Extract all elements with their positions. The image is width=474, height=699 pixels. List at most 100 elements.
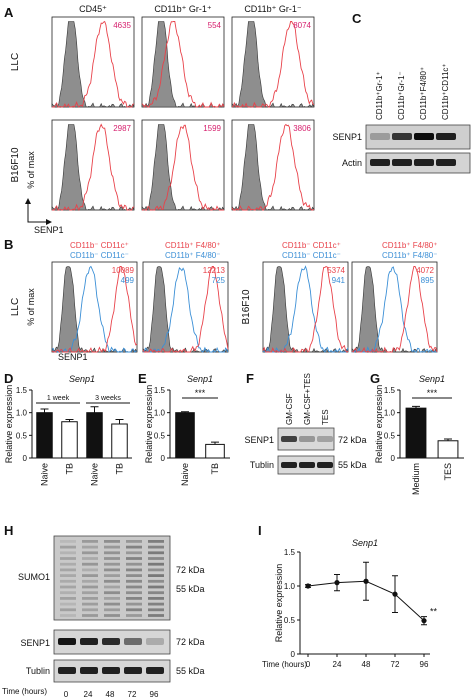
tublin-band xyxy=(124,667,142,674)
y-tick-label: 0.5 xyxy=(154,431,166,440)
senp1-blot xyxy=(277,427,335,451)
y-tick-label: 1.5 xyxy=(284,548,296,557)
y-tick-label: 0.5 xyxy=(384,431,396,440)
bar xyxy=(205,443,225,459)
sumo1-smear xyxy=(126,551,142,555)
sumo1-smear xyxy=(82,579,98,583)
panel-letter-c: C xyxy=(352,11,362,26)
significance-mark: ** xyxy=(430,607,438,617)
panel-b-legend-blue: CD11b⁺ F4/80⁻ xyxy=(382,251,437,260)
size-marker: 72 kDa xyxy=(338,435,367,445)
senp1-band xyxy=(58,638,76,645)
panel-b-row-label-right: B16F10 xyxy=(241,289,252,324)
senp1-band xyxy=(146,638,164,645)
time-point-label: 0 xyxy=(64,690,69,699)
sumo1-smear xyxy=(104,540,120,543)
sumo1-smear xyxy=(148,608,164,612)
isotype-histogram xyxy=(231,21,315,108)
x-tick-label: 72 xyxy=(391,660,400,669)
senp1-band xyxy=(102,638,120,645)
senp1-band xyxy=(436,133,456,140)
sumo1-smear xyxy=(82,608,98,612)
panel-f-lane-label: GM-CSF xyxy=(285,393,294,425)
panel-b-row-label-left: LLC xyxy=(10,298,21,316)
panel-e-ylabel: Relative expression xyxy=(144,385,154,464)
panel-letter-h: H xyxy=(4,523,14,538)
sumo1-smear xyxy=(104,579,120,583)
panel-b-legend-red: CD11b⁺ F4/80⁺ xyxy=(382,241,437,250)
panel-c-lane-label: CD11b⁺Gr-1⁺ xyxy=(375,71,384,120)
sumo1-smear xyxy=(60,551,76,555)
mfi-value-red: 12213 xyxy=(203,266,226,275)
senp1-band xyxy=(124,638,142,645)
panel-a-column-header: CD11b⁺ Gr-1⁺ xyxy=(154,4,212,14)
mfi-value-red: 4072 xyxy=(416,266,434,275)
actin-band xyxy=(370,159,390,166)
sumo1-smear xyxy=(148,574,164,577)
senp1-blot-label: SENP1 xyxy=(244,435,274,445)
senp1-band xyxy=(80,638,98,645)
sumo1-smear xyxy=(82,597,98,600)
sumo1-blot xyxy=(53,535,171,621)
panel-g-title: Senp1 xyxy=(419,374,445,384)
sumo1-smear xyxy=(126,614,142,617)
bar xyxy=(61,421,78,459)
sumo1-smear xyxy=(104,602,120,606)
bar xyxy=(111,423,128,459)
sumo1-smear xyxy=(126,579,142,583)
data-point xyxy=(334,580,340,586)
senp1-histogram xyxy=(142,124,224,211)
panel-c-lane-label: CD11b⁺CD11c⁺ xyxy=(441,63,450,120)
panel-b-legend-blue: CD11b⁺ F4/80⁻ xyxy=(165,251,220,260)
positive-subset-histogram xyxy=(351,266,438,353)
sumo1-smear xyxy=(82,591,98,595)
sumo1-smear xyxy=(82,557,98,560)
actin-blot-label: Actin xyxy=(342,158,362,168)
panel-b-legend-blue: CD11b⁻ CD11c⁻ xyxy=(70,251,129,260)
negative-subset-histogram xyxy=(262,265,349,353)
senp1-band xyxy=(370,133,390,140)
x-tick-label: 48 xyxy=(362,660,371,669)
mfi-value-blue: 941 xyxy=(332,276,346,285)
sumo1-smear xyxy=(148,545,164,549)
mfi-value-blue: 499 xyxy=(121,276,135,285)
error-bar xyxy=(40,408,49,413)
senp1-band xyxy=(299,436,315,442)
senp1-band xyxy=(392,133,412,140)
sumo1-smear xyxy=(148,568,164,572)
actin-band xyxy=(436,159,456,166)
y-tick-label: 1.5 xyxy=(384,386,396,395)
senp1-band xyxy=(317,436,333,442)
sumo1-smear xyxy=(104,574,120,577)
bar-category-label: TES xyxy=(443,463,453,481)
mfi-value: 4635 xyxy=(113,21,131,30)
sumo1-smear xyxy=(148,551,164,555)
panel-a-xlabel: SENP1 xyxy=(34,225,64,235)
data-point xyxy=(392,591,398,597)
significance-mark: *** xyxy=(195,388,206,398)
isotype-histogram xyxy=(51,21,135,108)
size-marker: 55 kDa xyxy=(338,460,367,470)
time-label: Time (hours) xyxy=(2,687,47,696)
mfi-value-red: 5374 xyxy=(327,266,345,275)
y-tick-label: 1.0 xyxy=(154,409,166,418)
bar xyxy=(405,407,427,459)
tublin-blot-label: Tublin xyxy=(250,460,274,470)
sumo1-smear xyxy=(60,597,76,600)
panel-a-column-header: CD11b⁺ Gr-1⁻ xyxy=(244,4,302,14)
sumo1-smear xyxy=(104,597,120,600)
senp1-band xyxy=(281,436,297,442)
sumo1-smear xyxy=(82,574,98,577)
x-tick-label: 0 xyxy=(306,660,311,669)
y-tick-label: 1.0 xyxy=(384,409,396,418)
sumo1-smear xyxy=(104,557,120,560)
panel-f-lane-label: GM-CSF+TES xyxy=(303,373,312,425)
senp1-histogram xyxy=(141,21,225,108)
sumo1-smear xyxy=(104,614,120,617)
tublin-band xyxy=(317,462,333,468)
actin-band xyxy=(392,159,412,166)
panel-b-xlabel: SENP1 xyxy=(58,352,88,362)
senp1-histogram xyxy=(231,21,315,108)
sumo1-smear xyxy=(126,568,142,572)
